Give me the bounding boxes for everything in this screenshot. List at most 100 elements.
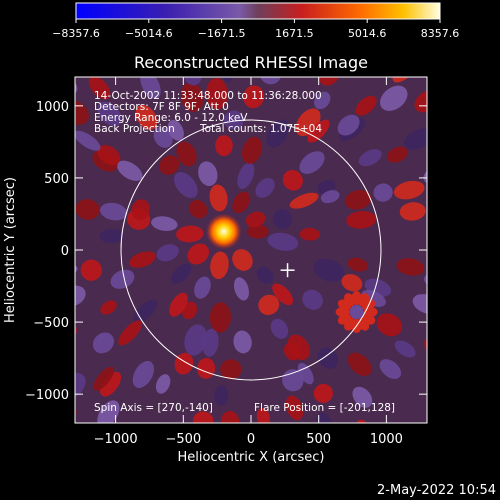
heatmap-blob — [223, 110, 244, 130]
heatmap-blob — [24, 267, 56, 289]
heatmap-blob — [194, 276, 211, 299]
annotation-detectors: Detectors: 7F 8F 9F, Att 0 — [94, 101, 229, 113]
heatmap-blob — [75, 285, 86, 307]
heatmap-blob — [15, 115, 50, 147]
heatmap-blob — [100, 300, 117, 315]
y-tick-label: 500 — [44, 172, 69, 187]
x-tick-label: 500 — [306, 432, 331, 447]
heatmap-blob — [386, 146, 409, 163]
heatmap-blob — [445, 152, 467, 172]
annotation-block: 14-Oct-2002 11:33:48.000 to 11:36:28.000… — [94, 90, 395, 414]
heatmap-blob — [131, 199, 150, 221]
heatmap-blob — [88, 77, 111, 100]
heatmap-blob — [233, 330, 252, 354]
heatmap-blob — [97, 400, 120, 423]
heatmap-blob — [259, 77, 282, 85]
heatmap-blob — [313, 258, 345, 282]
heatmap-blob — [129, 251, 156, 268]
heatmap-blob — [132, 360, 154, 389]
heatmap-blob — [0, 116, 22, 146]
heatmap-blob — [283, 342, 300, 361]
heatmap-blob — [75, 262, 76, 281]
heatmap-blob — [258, 294, 280, 315]
x-tick-label: −1000 — [94, 432, 138, 447]
heatmap-blob — [414, 89, 427, 113]
annotation-energy-range: Energy Range: 6.0 - 12.0 keV — [94, 112, 248, 124]
heatmap-blob — [245, 211, 266, 228]
heatmap-blob — [75, 199, 100, 220]
heatmap-blob — [297, 362, 314, 385]
y-tick-label: 0 — [61, 244, 69, 259]
heatmap-blob — [282, 169, 303, 191]
heatmap-blob — [307, 119, 330, 143]
x-tick-label: 1000 — [370, 432, 403, 447]
heatmap-blob — [210, 251, 229, 279]
heatmap-blob — [187, 243, 210, 265]
heatmap-blob — [380, 85, 408, 111]
heatmap-blobs — [0, 0, 479, 423]
heatmap-blob — [404, 128, 427, 150]
heatmap-blob — [346, 210, 377, 229]
heatmap-blob — [355, 95, 377, 116]
heatmap-blob — [176, 141, 197, 167]
heatmap-blob — [201, 0, 217, 1]
heatmap-blob — [379, 359, 402, 380]
colorbar-tick-label: −5014.6 — [125, 27, 173, 40]
heatmap-blob — [232, 249, 253, 271]
heatmap-blob — [193, 411, 214, 423]
heatmap-blob — [358, 149, 382, 167]
heatmap-blob — [116, 160, 143, 181]
solar-limb — [120, 119, 382, 381]
heatmap-blob — [100, 202, 128, 221]
heatmap-blob — [140, 77, 161, 100]
heatmap-blob — [347, 257, 368, 272]
heatmap-blob — [220, 411, 240, 423]
heatmap-blob — [272, 209, 293, 230]
y-tick-label: 1000 — [36, 100, 69, 115]
annotation-time-range: 14-Oct-2002 11:33:48.000 to 11:36:28.000 — [94, 90, 322, 102]
annotation-method: Back Projection — [94, 123, 175, 135]
annotation-total-counts: Total counts: 1.07E+04 — [199, 123, 322, 135]
heatmap-blob — [135, 104, 158, 130]
heatmap-blob — [206, 78, 228, 110]
colorbar-frame — [75, 2, 441, 20]
heatmap-blob — [214, 385, 229, 406]
annotation-spin-axis: Spin Axis = [270,-140] — [94, 402, 213, 414]
heatmap-blob — [46, 205, 74, 226]
heatmap-blob — [97, 101, 122, 127]
heatmap-blob — [38, 132, 70, 162]
annotation-flare-position: Flare Position = [-201,128] — [254, 402, 395, 414]
heatmap-image — [0, 0, 479, 423]
chart-title: Reconstructed RHESSI Image — [134, 53, 368, 72]
heatmap-blob — [180, 82, 204, 112]
heatmap-blob — [246, 224, 269, 239]
heatmap-blob — [270, 318, 289, 339]
heatmap-blob — [349, 304, 364, 319]
heatmap-blob — [74, 52, 99, 78]
colorbar-tick-label: 5014.6 — [348, 27, 387, 40]
heatmap-blob — [347, 352, 372, 377]
heatmap-blob — [455, 204, 475, 223]
heatmap-blob — [75, 130, 101, 151]
colorbar-tick-label: 1671.5 — [275, 27, 314, 40]
heatmap-blob — [110, 269, 135, 289]
heatmap-blob — [272, 283, 294, 306]
heatmap-blob — [266, 119, 289, 148]
heatmap-blob — [445, 263, 479, 287]
colorbar-tick-label: −1671.5 — [198, 27, 246, 40]
heatmap-blob — [256, 266, 274, 284]
heatmap-blob — [28, 60, 53, 85]
footer-date: 2-May-2022 10:54 — [377, 483, 496, 498]
y-axis: −1000 −500 0 500 1000 — [25, 100, 427, 403]
heatmap-blob — [220, 359, 242, 380]
heatmap-blob — [352, 386, 373, 408]
heatmap-blob — [425, 181, 427, 197]
heatmap-blob — [93, 366, 114, 391]
heatmap-blob — [232, 191, 251, 214]
heatmap-blob — [184, 324, 207, 356]
heatmap-blob — [267, 232, 299, 251]
heatmap-blob — [285, 395, 304, 421]
heatmap-blob — [167, 119, 184, 141]
heatmap-blob — [80, 259, 102, 281]
heatmap-blob — [92, 332, 114, 354]
